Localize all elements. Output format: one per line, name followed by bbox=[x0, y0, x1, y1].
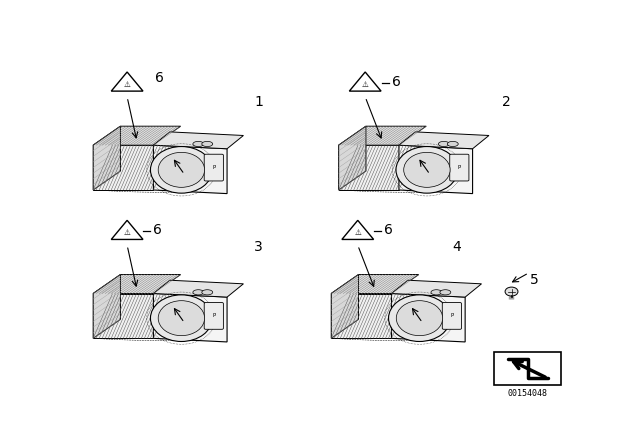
Ellipse shape bbox=[193, 290, 204, 295]
Polygon shape bbox=[342, 220, 374, 239]
Ellipse shape bbox=[431, 290, 442, 295]
FancyBboxPatch shape bbox=[204, 154, 223, 181]
FancyBboxPatch shape bbox=[442, 302, 461, 329]
Circle shape bbox=[505, 287, 518, 296]
Polygon shape bbox=[332, 293, 392, 338]
Text: 6: 6 bbox=[384, 224, 393, 237]
Polygon shape bbox=[111, 72, 143, 91]
FancyBboxPatch shape bbox=[450, 154, 469, 181]
Ellipse shape bbox=[193, 142, 204, 146]
Polygon shape bbox=[392, 280, 481, 297]
Ellipse shape bbox=[158, 152, 205, 187]
Text: P: P bbox=[451, 314, 454, 319]
Polygon shape bbox=[93, 126, 120, 190]
Ellipse shape bbox=[440, 290, 451, 295]
Ellipse shape bbox=[150, 295, 212, 341]
Ellipse shape bbox=[202, 290, 212, 295]
Text: ⚠: ⚠ bbox=[124, 80, 131, 89]
Ellipse shape bbox=[396, 301, 443, 336]
Polygon shape bbox=[111, 220, 143, 239]
Polygon shape bbox=[399, 132, 489, 149]
Polygon shape bbox=[399, 145, 472, 194]
Text: P: P bbox=[212, 314, 216, 319]
Ellipse shape bbox=[158, 301, 205, 336]
Ellipse shape bbox=[202, 142, 212, 146]
Polygon shape bbox=[93, 275, 180, 293]
Polygon shape bbox=[392, 293, 465, 342]
Ellipse shape bbox=[447, 142, 458, 146]
Text: 6: 6 bbox=[155, 71, 164, 85]
Text: ⚠: ⚠ bbox=[362, 80, 369, 89]
Polygon shape bbox=[349, 72, 381, 91]
Polygon shape bbox=[332, 275, 419, 293]
Text: 3: 3 bbox=[254, 240, 263, 254]
Polygon shape bbox=[154, 280, 243, 297]
Ellipse shape bbox=[396, 146, 458, 193]
Polygon shape bbox=[332, 275, 358, 338]
Ellipse shape bbox=[404, 152, 450, 187]
Polygon shape bbox=[93, 126, 180, 145]
Polygon shape bbox=[154, 293, 227, 342]
Polygon shape bbox=[154, 132, 243, 149]
Text: 5: 5 bbox=[529, 273, 538, 287]
Polygon shape bbox=[339, 145, 399, 190]
Polygon shape bbox=[339, 126, 366, 190]
Text: P: P bbox=[212, 165, 216, 170]
Text: 6: 6 bbox=[154, 224, 163, 237]
Bar bbox=[494, 352, 561, 385]
Text: 00154048: 00154048 bbox=[508, 389, 548, 398]
FancyBboxPatch shape bbox=[204, 302, 223, 329]
Ellipse shape bbox=[438, 142, 449, 146]
Text: ⚠: ⚠ bbox=[355, 228, 361, 237]
Polygon shape bbox=[93, 145, 154, 190]
Text: 1: 1 bbox=[254, 95, 263, 109]
Text: P: P bbox=[458, 165, 461, 170]
Polygon shape bbox=[339, 126, 426, 145]
Text: 2: 2 bbox=[502, 95, 511, 109]
Ellipse shape bbox=[388, 295, 451, 341]
Polygon shape bbox=[93, 293, 154, 338]
Text: 4: 4 bbox=[452, 240, 461, 254]
Ellipse shape bbox=[150, 146, 212, 193]
Text: 6: 6 bbox=[392, 75, 401, 89]
Polygon shape bbox=[93, 275, 120, 338]
Text: ⚠: ⚠ bbox=[124, 228, 131, 237]
Polygon shape bbox=[154, 145, 227, 194]
